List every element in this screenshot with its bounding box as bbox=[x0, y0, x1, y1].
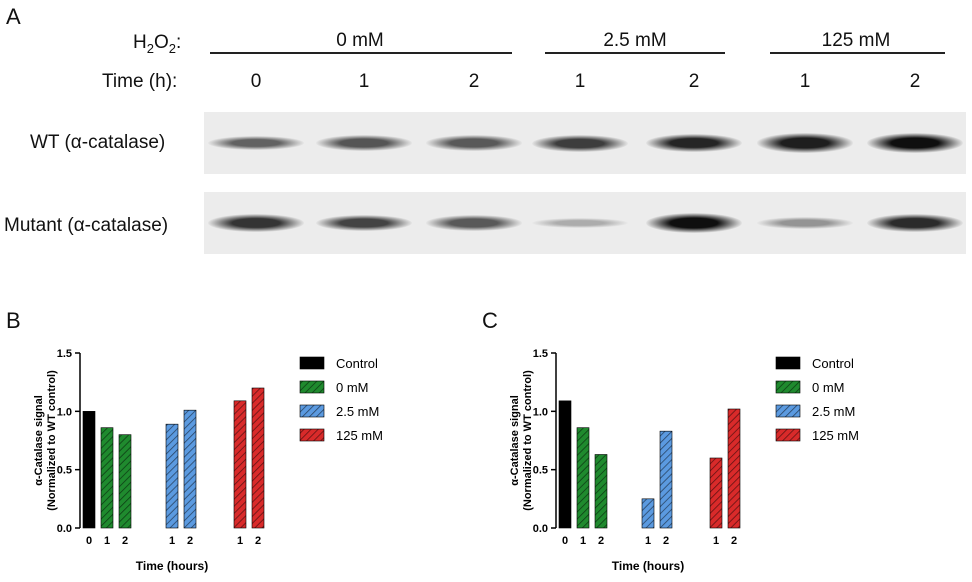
y-axis-label-line1: α-Catalase signal bbox=[509, 395, 521, 486]
legend-swatch bbox=[299, 356, 325, 370]
blot-band bbox=[646, 133, 742, 153]
y-axis-label: α-Catalase signal (Normalized to WT contr… bbox=[33, 370, 58, 511]
bar-125-mm bbox=[727, 408, 741, 529]
legend-label: Control bbox=[812, 356, 854, 371]
legend-swatch bbox=[299, 404, 325, 418]
bar-2.5-mm bbox=[659, 430, 673, 529]
x-axis-label: Time (hours) bbox=[136, 559, 208, 573]
legend-swatch bbox=[775, 380, 801, 394]
bar-0-mm bbox=[576, 427, 590, 529]
y-tick-label: 1.0 bbox=[533, 406, 548, 418]
h2o2-label: H2O2: bbox=[133, 32, 182, 56]
lane-label: 1 bbox=[799, 71, 811, 92]
legend-swatch bbox=[299, 428, 325, 442]
y-tick-label: 1.0 bbox=[57, 406, 72, 418]
y-tick-label: 0.5 bbox=[57, 465, 72, 477]
blot-band bbox=[757, 133, 853, 153]
bar-125-mm bbox=[251, 387, 265, 529]
panel-b-letter: B bbox=[6, 308, 21, 333]
legend-label: 0 mM bbox=[812, 380, 845, 395]
y-axis-label-line2: (Normalized to WT control) bbox=[46, 370, 58, 511]
western-blot-wt bbox=[204, 112, 966, 174]
x-tick-label: 1 bbox=[237, 535, 243, 547]
blot-band bbox=[208, 135, 304, 151]
lane-label: 1 bbox=[358, 71, 370, 92]
x-tick-label: 0 bbox=[562, 535, 568, 547]
blot-band bbox=[426, 135, 522, 151]
x-tick-label: 2 bbox=[663, 535, 669, 547]
blot-band bbox=[867, 213, 963, 233]
bar-2.5-mm bbox=[641, 498, 655, 529]
legend-swatch bbox=[775, 356, 801, 370]
x-tick-label: 1 bbox=[169, 535, 175, 547]
bar-chart-b: 0.0 0.5 1.0 1.5 α-Catalase signal (Normalized… bbox=[33, 348, 383, 573]
x-tick-label: 0 bbox=[86, 535, 92, 547]
bar-0-mm bbox=[594, 454, 608, 529]
lane-label: 1 bbox=[574, 71, 586, 92]
western-blot-mutant bbox=[204, 192, 966, 254]
group-label-0mm: 0 mM bbox=[336, 30, 384, 51]
blot-band bbox=[316, 135, 412, 151]
y-axis-label-line1: α-Catalase signal bbox=[33, 395, 45, 486]
lane-label: 0 bbox=[250, 71, 262, 92]
x-tick-label: 2 bbox=[122, 535, 128, 547]
y-tick-label: 0.5 bbox=[533, 465, 548, 477]
x-tick-label: 1 bbox=[713, 535, 719, 547]
legend-swatch bbox=[775, 404, 801, 418]
group-label-125mm: 125 mM bbox=[821, 30, 891, 51]
x-tick-label: 2 bbox=[255, 535, 261, 547]
bar-125-mm bbox=[233, 400, 247, 529]
y-tick-label: 0.0 bbox=[57, 523, 72, 535]
blot-band bbox=[757, 217, 853, 229]
legend-label: Control bbox=[336, 356, 378, 371]
blot-band bbox=[426, 215, 522, 231]
lane-label: 2 bbox=[688, 71, 700, 92]
x-tick-label: 2 bbox=[598, 535, 604, 547]
lane-label: 2 bbox=[909, 71, 921, 92]
blot-band bbox=[532, 134, 628, 152]
legend-label: 125 mM bbox=[812, 428, 859, 443]
bar-control bbox=[558, 400, 572, 529]
row-label-wt: WT (α-catalase) bbox=[30, 132, 166, 153]
bar-0-mm bbox=[100, 427, 114, 529]
blot-band bbox=[208, 214, 304, 232]
legend-label: 125 mM bbox=[336, 428, 383, 443]
legend-swatch bbox=[775, 428, 801, 442]
bar-0-mm bbox=[118, 434, 132, 529]
lane-label: 2 bbox=[468, 71, 480, 92]
y-axis-label-line2: (Normalized to WT control) bbox=[522, 370, 534, 511]
legend-label: 2.5 mM bbox=[336, 404, 379, 419]
panel-a-letter: A bbox=[6, 4, 21, 29]
x-tick-label: 1 bbox=[580, 535, 586, 547]
bar-control bbox=[82, 411, 96, 529]
x-tick-label: 1 bbox=[645, 535, 651, 547]
blot-band bbox=[532, 218, 628, 228]
bar-2.5-mm bbox=[183, 409, 197, 529]
x-tick-label: 2 bbox=[731, 535, 737, 547]
panel-c-letter: C bbox=[482, 308, 498, 333]
bar-125-mm bbox=[709, 457, 723, 529]
legend-label: 2.5 mM bbox=[812, 404, 855, 419]
group-rule-125mm bbox=[770, 52, 945, 54]
blot-band bbox=[316, 214, 412, 232]
row-label-mutant: Mutant (α-catalase) bbox=[4, 215, 169, 236]
y-tick-label: 0.0 bbox=[533, 523, 548, 535]
time-label: Time (h): bbox=[102, 71, 178, 92]
group-rule-0mm bbox=[210, 52, 512, 54]
blot-band bbox=[867, 133, 963, 153]
bar-2.5-mm bbox=[165, 423, 179, 529]
legend-swatch bbox=[299, 380, 325, 394]
legend-label: 0 mM bbox=[336, 380, 369, 395]
bar-chart-c: 0.0 0.5 1.0 1.5 α-Catalase signal (Normalized… bbox=[509, 348, 859, 573]
x-tick-label: 1 bbox=[104, 535, 110, 547]
x-tick-label: 2 bbox=[187, 535, 193, 547]
y-axis-label: α-Catalase signal (Normalized to WT contr… bbox=[509, 370, 534, 511]
x-axis-label: Time (hours) bbox=[612, 559, 684, 573]
y-tick-label: 1.5 bbox=[57, 348, 72, 360]
group-label-2-5mm: 2.5 mM bbox=[603, 30, 667, 51]
y-tick-label: 1.5 bbox=[533, 348, 548, 360]
blot-band bbox=[646, 213, 742, 233]
group-rule-2-5mm bbox=[545, 52, 725, 54]
